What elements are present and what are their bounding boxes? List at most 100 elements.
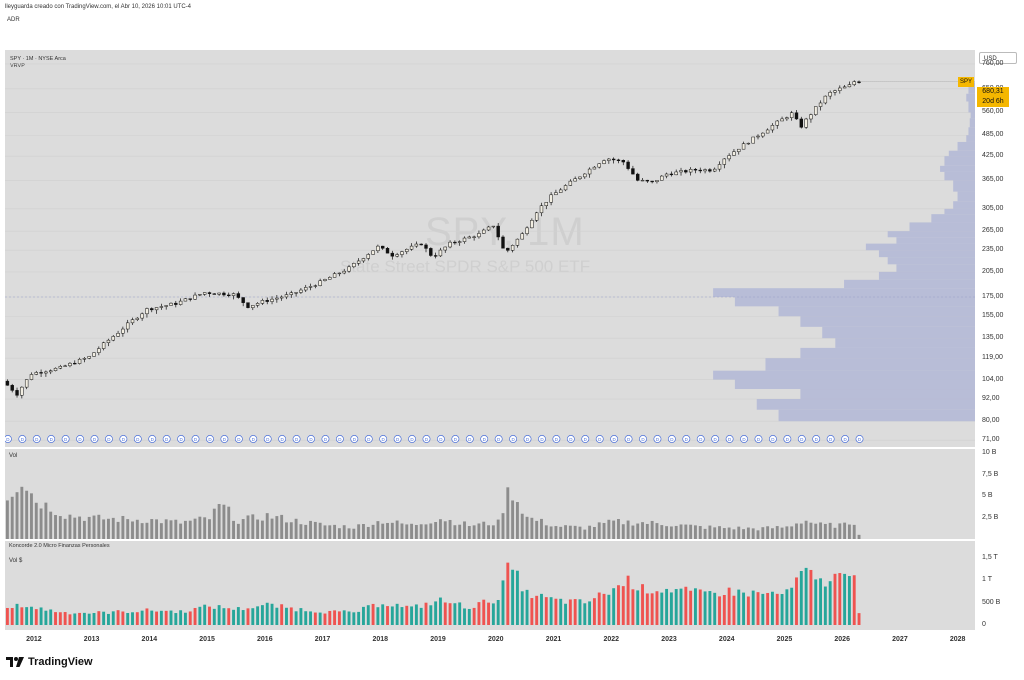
dividend-marker[interactable]: D bbox=[566, 435, 575, 443]
koncorde-pane[interactable]: Koncorde 2.0 Micro Finanzas Personales V… bbox=[5, 541, 975, 630]
candle-body bbox=[857, 81, 861, 83]
dollar-volume-bar bbox=[592, 598, 596, 625]
dividend-marker[interactable]: D bbox=[509, 435, 518, 443]
dividend-marker[interactable]: D bbox=[278, 435, 287, 443]
dividend-marker[interactable]: D bbox=[451, 435, 460, 443]
volume-bar bbox=[722, 528, 726, 539]
dividend-marker[interactable]: D bbox=[61, 435, 70, 443]
candle-body bbox=[227, 294, 231, 297]
dividend-marker[interactable]: D bbox=[523, 435, 532, 443]
dividend-marker[interactable]: D bbox=[263, 435, 272, 443]
dividend-marker[interactable]: D bbox=[307, 435, 315, 443]
dollar-volume-label[interactable]: Vol $ bbox=[9, 558, 23, 564]
dollar-volume-bar bbox=[318, 612, 322, 625]
volume-profile-bar bbox=[844, 279, 975, 289]
dividend-marker[interactable]: D bbox=[624, 435, 633, 443]
dividend-marker[interactable]: D bbox=[494, 435, 503, 443]
dividend-marker[interactable]: D bbox=[581, 435, 590, 443]
dividend-marker[interactable]: D bbox=[797, 435, 806, 443]
dividend-marker[interactable]: D bbox=[249, 435, 258, 443]
dividend-marker[interactable]: D bbox=[595, 435, 604, 443]
dividend-marker[interactable]: D bbox=[740, 435, 748, 443]
dividend-marker[interactable]: D bbox=[379, 435, 388, 443]
dividend-marker[interactable]: D bbox=[855, 435, 864, 443]
price-axis-tick: 235,00 bbox=[982, 246, 1004, 254]
dollar-volume-bar bbox=[549, 597, 553, 625]
dividend-marker[interactable]: D bbox=[754, 435, 763, 443]
dividend-marker[interactable]: D bbox=[292, 435, 301, 443]
dividend-marker[interactable]: D bbox=[162, 435, 171, 443]
time-axis[interactable]: 2012 2013 2014 2015 2016 2017 2018 2019 2020 2021… bbox=[5, 630, 975, 648]
dividend-marker[interactable]: D bbox=[364, 435, 373, 443]
dividend-marker[interactable]: D bbox=[667, 435, 676, 443]
price-axis-tick: 92,00 bbox=[982, 395, 1000, 403]
dividend-marker[interactable]: D bbox=[768, 435, 777, 443]
dividend-marker[interactable]: D bbox=[234, 435, 243, 443]
volume-bar bbox=[674, 525, 678, 539]
dividend-marker[interactable]: D bbox=[552, 435, 561, 443]
dividend-marker[interactable]: D bbox=[90, 435, 99, 443]
dividend-marker[interactable]: D bbox=[350, 435, 359, 443]
indicator-label-vrvp[interactable]: VRVP bbox=[10, 63, 25, 69]
candle-body bbox=[304, 287, 308, 291]
dividend-marker[interactable]: D bbox=[639, 435, 647, 443]
volume-axis[interactable]: 10 B 7,5 B 5 B 2,5 B bbox=[975, 449, 1024, 539]
price-axis[interactable]: USD 760,00650,00560,00485,00425,00365,00… bbox=[975, 50, 1024, 447]
dividend-marker[interactable]: D bbox=[220, 435, 229, 443]
dollar-volume-bar bbox=[636, 590, 640, 625]
dividend-marker[interactable]: D bbox=[682, 435, 691, 443]
volume-bar bbox=[25, 490, 29, 539]
dividend-marker[interactable]: D bbox=[5, 435, 12, 443]
footer-brand[interactable]: TradingView bbox=[6, 656, 93, 668]
dividend-marker[interactable]: D bbox=[408, 435, 417, 443]
dividend-marker[interactable]: D bbox=[725, 435, 734, 443]
dividend-marker[interactable]: D bbox=[119, 435, 128, 443]
currency-button[interactable]: USD bbox=[979, 52, 1017, 64]
dividend-marker[interactable]: D bbox=[191, 435, 200, 443]
dollar-volume-bar bbox=[169, 610, 173, 625]
dividend-marker[interactable]: D bbox=[610, 435, 619, 443]
dividend-marker[interactable]: D bbox=[335, 435, 344, 443]
dividend-marker-label: D bbox=[382, 437, 386, 442]
dollar-volume-axis[interactable]: 1,5 T 1 T 500 B 0 bbox=[975, 541, 1024, 630]
dollar-volume-bar bbox=[458, 602, 462, 625]
dividend-marker[interactable]: D bbox=[47, 435, 56, 443]
koncorde-title[interactable]: Koncorde 2.0 Micro Finanzas Personales bbox=[9, 543, 110, 549]
dividend-marker[interactable]: D bbox=[465, 435, 474, 443]
dividend-marker[interactable]: D bbox=[711, 435, 720, 443]
dollar-volume-bar bbox=[761, 593, 765, 625]
tab-adr[interactable]: ADR bbox=[7, 17, 20, 23]
dividend-marker[interactable]: D bbox=[76, 435, 85, 443]
dollar-volume-bar bbox=[602, 593, 606, 625]
dividend-marker[interactable]: D bbox=[104, 435, 113, 443]
dividend-marker[interactable]: D bbox=[206, 435, 214, 443]
dividend-marker[interactable]: D bbox=[841, 435, 850, 443]
dividend-marker[interactable]: D bbox=[653, 435, 662, 443]
dividend-marker[interactable]: D bbox=[148, 435, 157, 443]
price-pane[interactable]: SPY · 1M · NYSE Arca VRVP SPY, 1M State … bbox=[5, 50, 975, 447]
dividend-marker[interactable]: D bbox=[18, 435, 27, 443]
dividend-marker[interactable]: D bbox=[826, 435, 835, 443]
dividend-marker[interactable]: D bbox=[321, 435, 330, 443]
dividend-marker[interactable]: D bbox=[422, 435, 431, 443]
volume-profile-bar bbox=[887, 257, 975, 265]
dividend-marker[interactable]: D bbox=[696, 435, 705, 443]
volume-label[interactable]: Vol bbox=[9, 453, 18, 459]
candle-body bbox=[82, 358, 87, 360]
dividend-marker[interactable]: D bbox=[177, 435, 186, 443]
dividend-marker[interactable]: D bbox=[812, 435, 821, 443]
dividend-marker[interactable]: D bbox=[32, 435, 41, 443]
dividend-marker[interactable]: D bbox=[436, 435, 445, 443]
volume-pane[interactable]: Vol bbox=[5, 449, 975, 539]
dividend-marker[interactable]: D bbox=[393, 435, 402, 443]
symbol-line[interactable]: SPY · 1M · NYSE Arca bbox=[10, 56, 66, 62]
dividend-marker[interactable]: D bbox=[538, 435, 546, 443]
dollar-volume-bar bbox=[366, 605, 370, 625]
dollar-volume-bar bbox=[30, 606, 33, 625]
volume-profile-bar bbox=[878, 250, 975, 258]
dividend-marker[interactable]: D bbox=[480, 435, 489, 443]
dollar-volume-bar bbox=[212, 608, 216, 625]
dividend-marker[interactable]: D bbox=[133, 435, 142, 443]
dividend-marker-label: D bbox=[93, 437, 97, 442]
dividend-marker[interactable]: D bbox=[783, 435, 792, 443]
